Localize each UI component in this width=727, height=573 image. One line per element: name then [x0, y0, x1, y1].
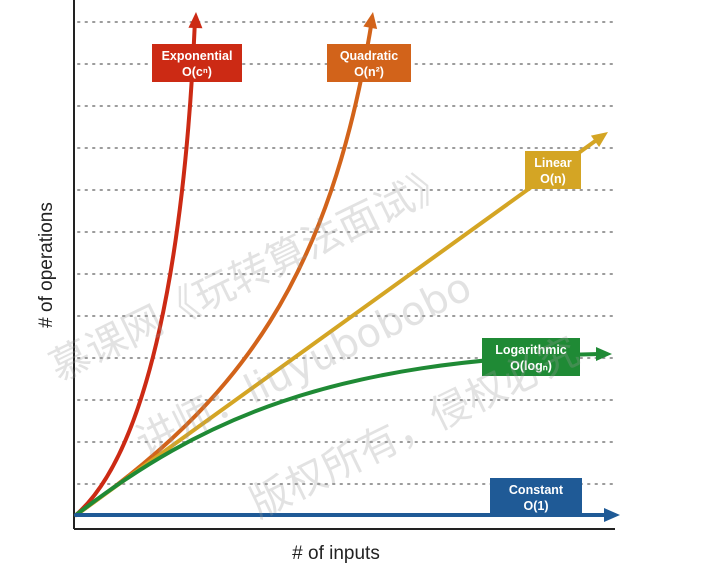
label-box [152, 44, 242, 82]
label-title: Exponential [162, 49, 233, 63]
y-axis-label: # of operations [36, 202, 57, 328]
label-logarithmic: Logarithmic O(logₙ) [482, 338, 580, 376]
watermark-line-1: 慕课网《玩转算法面试》 [43, 157, 459, 391]
label-title: Quadratic [340, 49, 398, 63]
label-box [490, 478, 582, 516]
arrowhead-constant [604, 508, 620, 522]
label-complexity: O(n²) [354, 65, 384, 79]
series-line-linear [74, 137, 600, 517]
label-title: Constant [509, 483, 564, 497]
label-title: Logarithmic [495, 343, 567, 357]
label-complexity: O(1) [524, 499, 549, 513]
label-title: Linear [534, 156, 572, 170]
label-box [482, 338, 580, 376]
label-complexity: O(cⁿ) [182, 65, 212, 79]
arrowhead-quadratic [363, 12, 378, 29]
label-quadratic: Quadratic O(n²) [327, 44, 411, 82]
series-line-exponential [74, 18, 197, 517]
label-complexity: O(logₙ) [510, 359, 552, 373]
label-constant: Constant O(1) [490, 478, 582, 516]
label-exponential: Exponential O(cⁿ) [152, 44, 242, 82]
arrowhead-linear [590, 132, 608, 148]
arrowhead-logarithmic [596, 347, 612, 361]
series-line-quadratic [74, 18, 374, 517]
x-axis-label: # of inputs [292, 543, 380, 564]
arrowhead-exponential [188, 12, 203, 29]
label-linear: Linear O(n) [525, 151, 581, 189]
label-complexity: O(n) [540, 172, 566, 186]
series-labels: Exponential O(cⁿ) Quadratic O(n²) Linear O(n)… [152, 44, 582, 516]
label-box [327, 44, 411, 82]
label-box [525, 151, 581, 189]
